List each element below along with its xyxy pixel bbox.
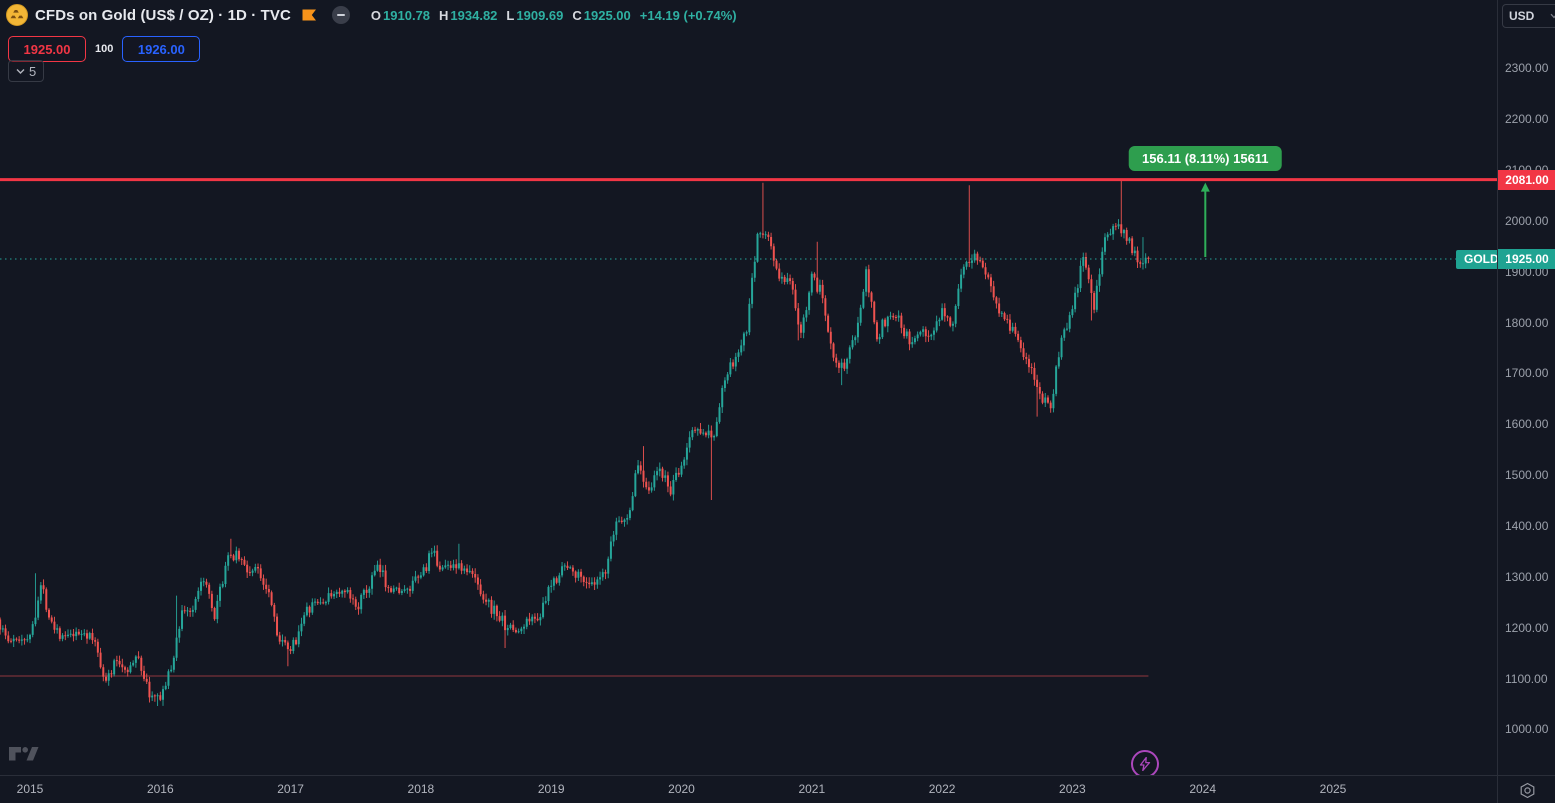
last-price-line-axis-label: 1925.00 bbox=[1498, 249, 1555, 269]
resistance-line-axis-label: 2081.00 bbox=[1498, 169, 1555, 190]
gold-coin-icon bbox=[6, 4, 28, 26]
price-tick-label: 1200.00 bbox=[1505, 620, 1549, 635]
price-axis[interactable]: USD 2300.002200.002100.002000.001900.001… bbox=[1497, 0, 1555, 775]
tradingview-logo[interactable] bbox=[8, 744, 41, 769]
chevron-down-icon bbox=[16, 68, 25, 74]
close-value: 1925.00 bbox=[583, 7, 631, 23]
price-tick-label: 2300.00 bbox=[1505, 61, 1549, 76]
symbol-title[interactable]: CFDs on Gold (US$ / OZ) · 1D · TVC bbox=[35, 6, 291, 24]
price-tick-label: 1100.00 bbox=[1505, 671, 1548, 686]
ohlc-values: O 1910.78 H 1934.82 L 1909.69 C 1925.00 +14.… bbox=[370, 7, 737, 23]
gear-icon bbox=[1520, 782, 1534, 798]
price-tick-label: 1500.00 bbox=[1505, 468, 1549, 483]
spread-value: 100 bbox=[95, 43, 114, 55]
price-tick-label: 1400.00 bbox=[1505, 518, 1549, 533]
price-tick-label: 1000.00 bbox=[1505, 722, 1549, 737]
year-label-2021[interactable]: 2021 bbox=[798, 782, 826, 796]
price-tick-label: 1300.00 bbox=[1505, 569, 1549, 584]
price-tick-label: 2000.00 bbox=[1505, 213, 1549, 228]
open-value: 1910.78 bbox=[383, 7, 431, 23]
chevron-down-icon bbox=[1550, 13, 1555, 19]
sell-button[interactable]: 1925.00 bbox=[8, 36, 86, 62]
object-tree-toggle[interactable]: 5 bbox=[8, 60, 45, 82]
price-tick-label: 1800.00 bbox=[1505, 315, 1549, 330]
flag-icon[interactable] bbox=[302, 9, 317, 22]
lightning-icon[interactable] bbox=[1131, 750, 1160, 775]
price-line-symbol-tag: GOLD bbox=[1456, 249, 1497, 269]
price-tick-label: 1600.00 bbox=[1505, 417, 1549, 432]
year-label-2017[interactable]: 2017 bbox=[277, 782, 304, 796]
year-label-2023[interactable]: 2023 bbox=[1059, 782, 1086, 796]
axis-settings-button[interactable] bbox=[1497, 776, 1555, 803]
currency-dropdown[interactable]: USD bbox=[1502, 4, 1555, 28]
price-tick-label: 1700.00 bbox=[1505, 366, 1549, 381]
price-chart-canvas[interactable] bbox=[0, 0, 1497, 775]
buy-button[interactable]: 1926.00 bbox=[122, 36, 201, 62]
year-label-2015[interactable]: 2015 bbox=[16, 782, 44, 796]
measure-label[interactable]: 156.11 (8.11%) 15611 bbox=[1129, 145, 1282, 171]
year-label-2020[interactable]: 2020 bbox=[668, 782, 695, 796]
symbol-legend: CFDs on Gold (US$ / OZ) · 1D · TVC O 1910… bbox=[6, 4, 737, 26]
trade-buttons: 1925.00 100 1926.00 bbox=[8, 36, 201, 62]
time-axis[interactable]: 2015 2016 2017 2018 2019 2020 2021 2022 2023 2024… bbox=[0, 775, 1555, 803]
year-label-2022[interactable]: 2022 bbox=[928, 782, 956, 796]
year-label-2016[interactable]: 2016 bbox=[146, 782, 174, 796]
low-value: 1909.69 bbox=[516, 7, 564, 23]
chart-pane[interactable]: CFDs on Gold (US$ / OZ) · 1D · TVC O 1910… bbox=[0, 0, 1497, 775]
year-label-2019[interactable]: 2019 bbox=[537, 782, 565, 796]
year-label-2024[interactable]: 2024 bbox=[1189, 782, 1217, 796]
price-tick-label: 2200.00 bbox=[1505, 112, 1549, 127]
change-value: +14.19 (+0.74%) bbox=[639, 7, 737, 23]
high-value: 1934.82 bbox=[450, 7, 498, 23]
year-label-2025[interactable]: 2025 bbox=[1319, 782, 1347, 796]
collapse-legend-icon[interactable] bbox=[331, 6, 350, 24]
year-label-2018[interactable]: 2018 bbox=[407, 782, 435, 796]
